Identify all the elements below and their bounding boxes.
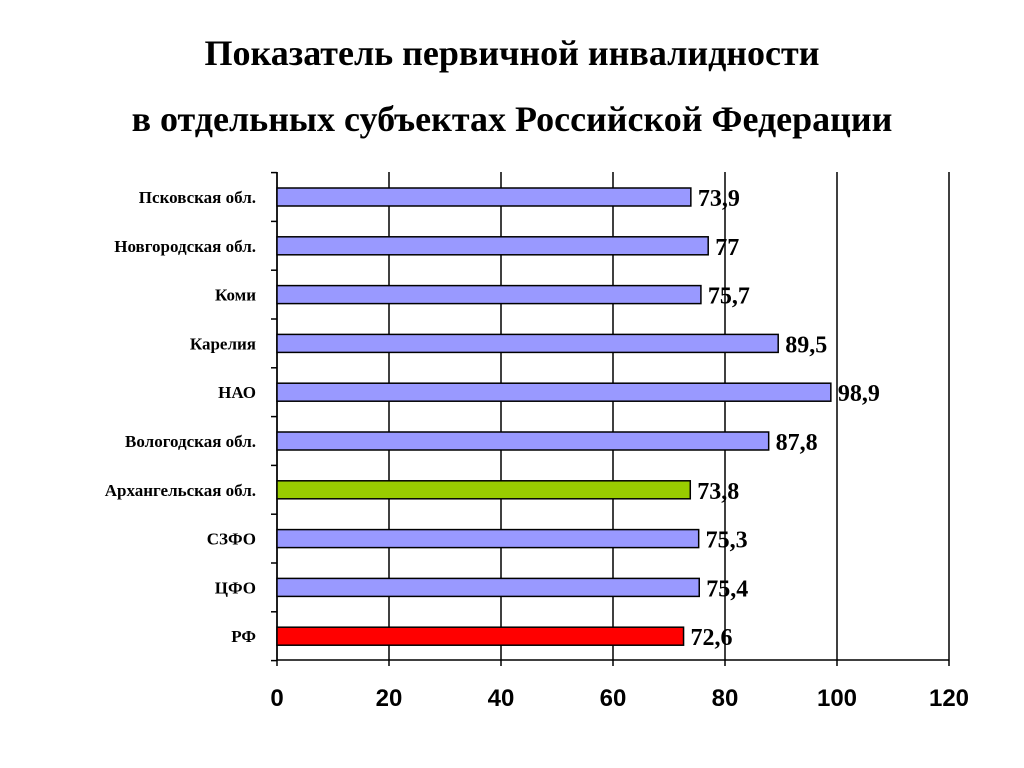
bar [276,284,702,305]
bar [276,480,692,500]
bar [276,528,700,549]
x-axis-ticks: 0 20 40 60 80 100 120 [270,685,969,712]
bar [276,431,770,451]
bar [276,187,692,207]
data-label: 72,6 [691,625,733,651]
category-label: Коми [215,286,256,305]
bar [276,236,709,256]
category-label: РФ [231,627,256,646]
data-label: 75,7 [708,284,750,310]
category-label: Архангельская обл. [105,481,256,500]
bars [276,187,832,646]
chart-title-line-2: в отдельных субъектах Российской Федерац… [131,99,893,139]
data-label: 98,9 [838,381,880,407]
bar [276,382,832,402]
data-label: 73,8 [697,479,739,505]
x-tick-label: 0 [270,685,283,712]
x-tick-label: 40 [488,685,515,712]
x-tick-label: 80 [712,685,739,712]
data-label: 75,3 [706,528,748,554]
x-tick-label: 60 [600,685,627,712]
data-label: 75,4 [706,576,748,602]
x-tick-label: 120 [929,685,969,712]
data-label: 87,8 [776,430,818,456]
bar [276,626,685,646]
x-tick-label: 20 [376,685,403,712]
category-label: СЗФО [207,530,256,549]
category-label: ЦФО [215,578,256,597]
bar [276,577,700,598]
category-label: Новгородская обл. [114,237,256,256]
bar [276,333,779,354]
data-label: 73,9 [698,186,740,212]
category-labels: Псковская обл. Новгородская обл. Коми Карел… [105,188,256,646]
chart-title-line-1: Показатель первичной инвалидности [204,33,820,73]
data-label: 89,5 [785,332,827,358]
value-labels: 73,9 77 75,7 89,5 98,9 87,8 73,8 75,3 75,4 72,6 [691,186,880,651]
category-label: Псковская обл. [139,188,256,207]
category-label: Карелия [190,334,256,353]
category-label: Вологодская обл. [125,432,256,451]
data-label: 77 [715,235,739,261]
category-label: НАО [218,383,256,402]
x-tick-label: 100 [817,685,857,712]
